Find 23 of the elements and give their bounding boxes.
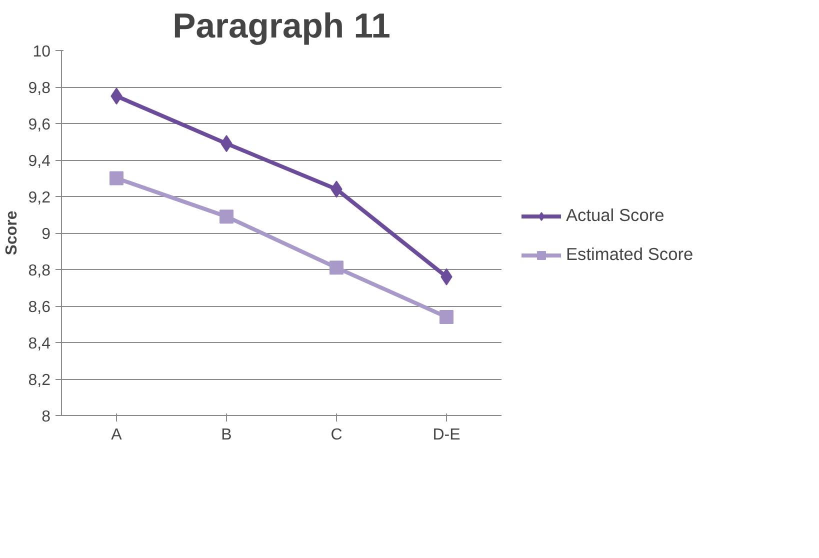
y-tick-label: 8,2 xyxy=(28,372,51,389)
y-tick-label: 10 xyxy=(32,44,51,60)
y-tick-label: 8,4 xyxy=(28,336,51,352)
y-tick-label: 9,2 xyxy=(28,190,51,206)
x-tick-label: B xyxy=(221,426,232,444)
legend-label: Estimated Score xyxy=(566,244,694,265)
x-tick-label: D-E xyxy=(432,426,460,444)
point xyxy=(220,210,234,224)
x-tick-label: A xyxy=(111,426,122,444)
point xyxy=(330,260,344,275)
y-tick-label: 9,6 xyxy=(28,116,51,134)
legend-label: Actual Score xyxy=(566,205,664,226)
y-axis-title: Score xyxy=(3,210,20,256)
y-tick-label: 9,4 xyxy=(28,153,51,170)
y-tick-label: 8,8 xyxy=(28,262,51,280)
y-tick-label: 9,8 xyxy=(28,80,51,97)
point xyxy=(110,171,124,186)
y-tick-label: 9 xyxy=(42,226,51,243)
point xyxy=(440,310,454,324)
x-tick-label: C xyxy=(330,426,342,444)
y-tick-label: 8,6 xyxy=(28,299,51,316)
y-tick-label: 8 xyxy=(42,408,51,426)
chart-title: Paragraph 11 xyxy=(172,8,390,46)
